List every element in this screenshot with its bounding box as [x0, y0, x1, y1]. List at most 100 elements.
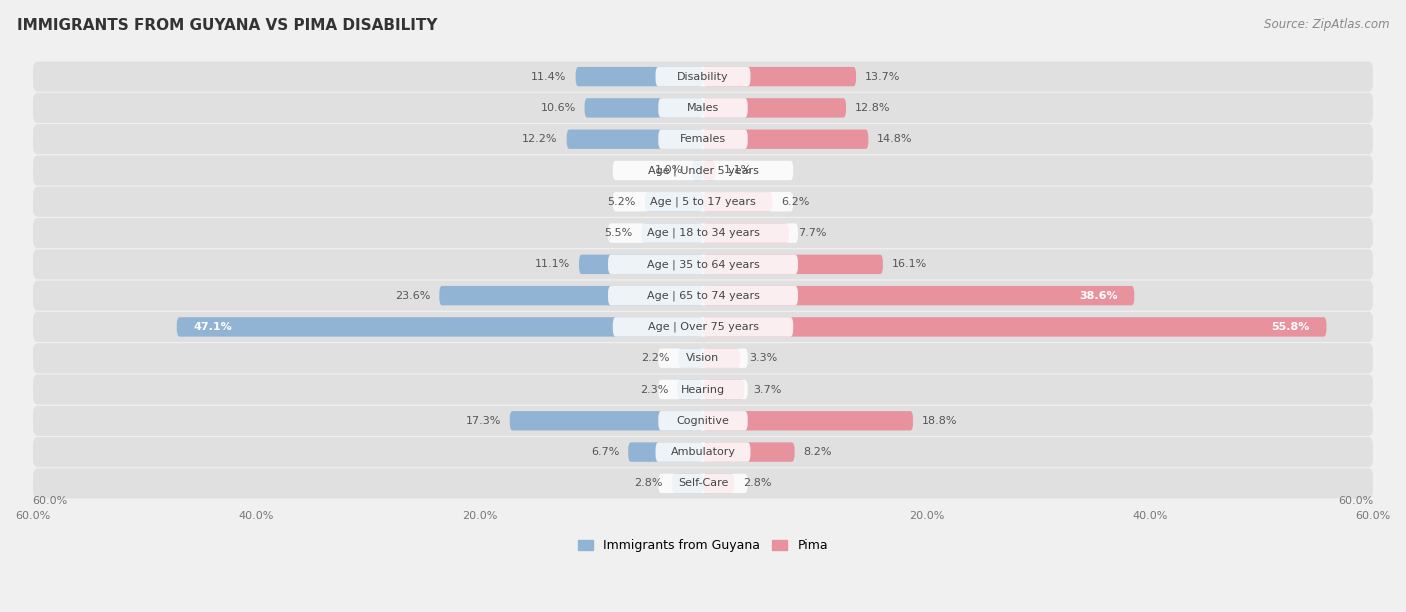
Text: 8.2%: 8.2% — [804, 447, 832, 457]
FancyBboxPatch shape — [703, 192, 772, 212]
FancyBboxPatch shape — [32, 312, 1374, 342]
Text: 11.1%: 11.1% — [534, 259, 569, 269]
Text: 47.1%: 47.1% — [194, 322, 232, 332]
FancyBboxPatch shape — [703, 255, 883, 274]
FancyBboxPatch shape — [658, 474, 748, 493]
Text: Self-Care: Self-Care — [678, 479, 728, 488]
FancyBboxPatch shape — [32, 249, 1374, 279]
Text: 1.0%: 1.0% — [655, 165, 683, 176]
Text: 2.3%: 2.3% — [640, 384, 668, 395]
FancyBboxPatch shape — [32, 62, 1374, 92]
Text: 12.2%: 12.2% — [522, 134, 558, 144]
FancyBboxPatch shape — [703, 474, 734, 493]
FancyBboxPatch shape — [32, 343, 1374, 373]
Text: 2.2%: 2.2% — [641, 353, 669, 363]
FancyBboxPatch shape — [655, 67, 751, 86]
FancyBboxPatch shape — [679, 348, 703, 368]
FancyBboxPatch shape — [32, 468, 1374, 498]
FancyBboxPatch shape — [658, 98, 748, 118]
Text: Age | 5 to 17 years: Age | 5 to 17 years — [650, 196, 756, 207]
FancyBboxPatch shape — [628, 442, 703, 462]
Text: 14.8%: 14.8% — [877, 134, 912, 144]
FancyBboxPatch shape — [567, 130, 703, 149]
FancyBboxPatch shape — [645, 192, 703, 212]
FancyBboxPatch shape — [703, 348, 740, 368]
FancyBboxPatch shape — [641, 223, 703, 243]
FancyBboxPatch shape — [607, 286, 799, 305]
Text: 23.6%: 23.6% — [395, 291, 430, 300]
FancyBboxPatch shape — [672, 474, 703, 493]
FancyBboxPatch shape — [658, 411, 748, 430]
Text: 55.8%: 55.8% — [1271, 322, 1310, 332]
Text: Cognitive: Cognitive — [676, 416, 730, 426]
FancyBboxPatch shape — [32, 93, 1374, 123]
FancyBboxPatch shape — [32, 187, 1374, 217]
FancyBboxPatch shape — [510, 411, 703, 430]
Text: Age | Over 75 years: Age | Over 75 years — [648, 322, 758, 332]
Text: Age | 35 to 64 years: Age | 35 to 64 years — [647, 259, 759, 270]
FancyBboxPatch shape — [177, 317, 703, 337]
Text: 13.7%: 13.7% — [865, 72, 900, 81]
Text: Males: Males — [688, 103, 718, 113]
FancyBboxPatch shape — [703, 380, 744, 399]
FancyBboxPatch shape — [575, 67, 703, 86]
Text: Age | 18 to 34 years: Age | 18 to 34 years — [647, 228, 759, 238]
FancyBboxPatch shape — [703, 130, 869, 149]
Text: 2.8%: 2.8% — [744, 479, 772, 488]
FancyBboxPatch shape — [613, 192, 793, 212]
FancyBboxPatch shape — [678, 380, 703, 399]
FancyBboxPatch shape — [703, 223, 789, 243]
Text: Females: Females — [681, 134, 725, 144]
Text: IMMIGRANTS FROM GUYANA VS PIMA DISABILITY: IMMIGRANTS FROM GUYANA VS PIMA DISABILIT… — [17, 18, 437, 34]
Text: 17.3%: 17.3% — [465, 416, 501, 426]
FancyBboxPatch shape — [439, 286, 703, 305]
FancyBboxPatch shape — [32, 155, 1374, 185]
Text: 6.2%: 6.2% — [782, 197, 810, 207]
FancyBboxPatch shape — [703, 317, 1326, 337]
Text: Ambulatory: Ambulatory — [671, 447, 735, 457]
FancyBboxPatch shape — [585, 98, 703, 118]
Text: Vision: Vision — [686, 353, 720, 363]
FancyBboxPatch shape — [579, 255, 703, 274]
FancyBboxPatch shape — [703, 442, 794, 462]
FancyBboxPatch shape — [613, 161, 793, 180]
FancyBboxPatch shape — [607, 223, 799, 243]
Text: 5.2%: 5.2% — [607, 197, 636, 207]
Text: 2.8%: 2.8% — [634, 479, 662, 488]
FancyBboxPatch shape — [32, 281, 1374, 311]
Text: 60.0%: 60.0% — [32, 496, 67, 506]
Text: 3.3%: 3.3% — [749, 353, 778, 363]
FancyBboxPatch shape — [658, 130, 748, 149]
FancyBboxPatch shape — [32, 406, 1374, 436]
FancyBboxPatch shape — [703, 411, 912, 430]
Text: 3.7%: 3.7% — [754, 384, 782, 395]
Text: Age | 65 to 74 years: Age | 65 to 74 years — [647, 290, 759, 301]
FancyBboxPatch shape — [655, 442, 751, 462]
Text: 18.8%: 18.8% — [922, 416, 957, 426]
Text: Source: ZipAtlas.com: Source: ZipAtlas.com — [1264, 18, 1389, 31]
FancyBboxPatch shape — [32, 218, 1374, 248]
Text: 7.7%: 7.7% — [799, 228, 827, 238]
FancyBboxPatch shape — [32, 437, 1374, 467]
Text: 5.5%: 5.5% — [605, 228, 633, 238]
FancyBboxPatch shape — [703, 286, 1135, 305]
FancyBboxPatch shape — [703, 98, 846, 118]
Text: 38.6%: 38.6% — [1078, 291, 1118, 300]
Text: Age | Under 5 years: Age | Under 5 years — [648, 165, 758, 176]
Text: 10.6%: 10.6% — [540, 103, 575, 113]
Text: 1.1%: 1.1% — [724, 165, 752, 176]
FancyBboxPatch shape — [658, 380, 748, 399]
FancyBboxPatch shape — [658, 348, 748, 368]
Text: 12.8%: 12.8% — [855, 103, 890, 113]
FancyBboxPatch shape — [703, 161, 716, 180]
FancyBboxPatch shape — [607, 255, 799, 274]
FancyBboxPatch shape — [703, 67, 856, 86]
Text: 16.1%: 16.1% — [891, 259, 927, 269]
FancyBboxPatch shape — [613, 317, 793, 337]
Legend: Immigrants from Guyana, Pima: Immigrants from Guyana, Pima — [572, 534, 834, 557]
Text: Disability: Disability — [678, 72, 728, 81]
FancyBboxPatch shape — [692, 161, 703, 180]
Text: 60.0%: 60.0% — [1339, 496, 1374, 506]
Text: Hearing: Hearing — [681, 384, 725, 395]
FancyBboxPatch shape — [32, 124, 1374, 154]
